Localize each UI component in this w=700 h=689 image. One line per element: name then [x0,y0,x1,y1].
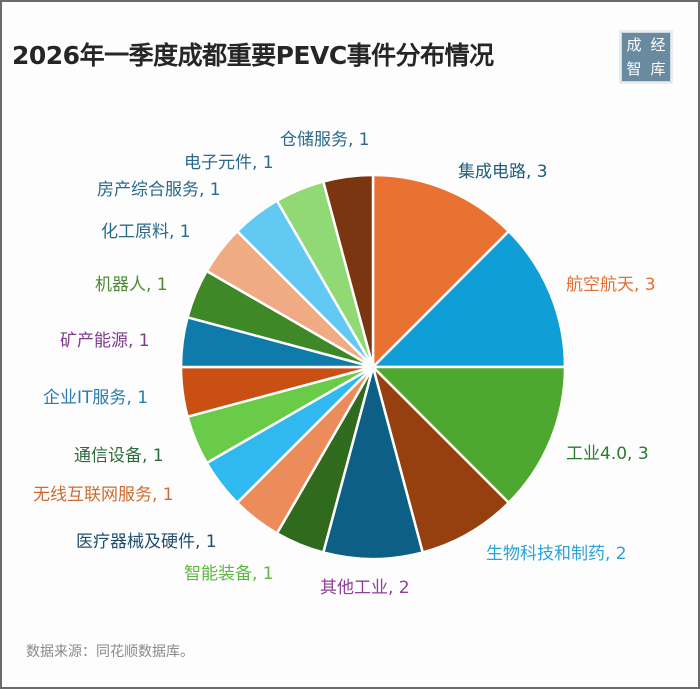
logo-char: 库 [650,59,666,78]
slice-label-robotics: 机器人, 1 [95,275,168,295]
pie-slice-航空航天 [371,229,567,369]
pie-slice-工业4.0 [371,365,567,505]
slice-label-aerospace: 航空航天, 3 [566,275,656,295]
slice-label-electronics: 电子元件, 1 [184,153,274,173]
slice-label-medical: 医疗器械及硬件, 1 [76,532,217,552]
slice-label-smart-equipment: 智能装备, 1 [184,564,274,584]
slice-label-enterprise-it: 企业IT服务, 1 [43,388,149,408]
pie-slice-其他工业 [322,365,424,561]
slice-label-warehousing: 仓储服务, 1 [280,130,370,150]
slice-label-chemical: 化工原料, 1 [101,222,191,242]
chart-title: 2026年一季度成都重要PEVC事件分布情况 [12,41,494,70]
slice-label-wireless: 无线互联网服务, 1 [33,485,174,505]
logo-char: 成 [626,35,642,54]
slice-label-real-estate: 房产综合服务, 1 [97,180,221,200]
logo-char: 经 [650,35,666,54]
pie-slice-仓储服务 [322,173,375,369]
slice-label-industry40: 工业4.0, 3 [566,444,649,464]
logo-char: 智 [626,59,642,78]
slice-label-other-industry: 其他工业, 2 [320,578,410,598]
pie-slice-集成电路 [371,173,511,369]
slice-label-telecom: 通信设备, 1 [74,446,164,466]
brand-logo: 成 经 智 库 [621,32,671,82]
slice-label-biotech: 生物科技和制药, 2 [486,544,627,564]
slice-label-ic: 集成电路, 3 [458,162,548,182]
data-source-note: 数据来源：同花顺数据库。 [26,644,194,660]
pie-slice-生物科技和制药 [371,365,511,554]
slice-label-mining-energy: 矿产能源, 1 [60,331,150,351]
